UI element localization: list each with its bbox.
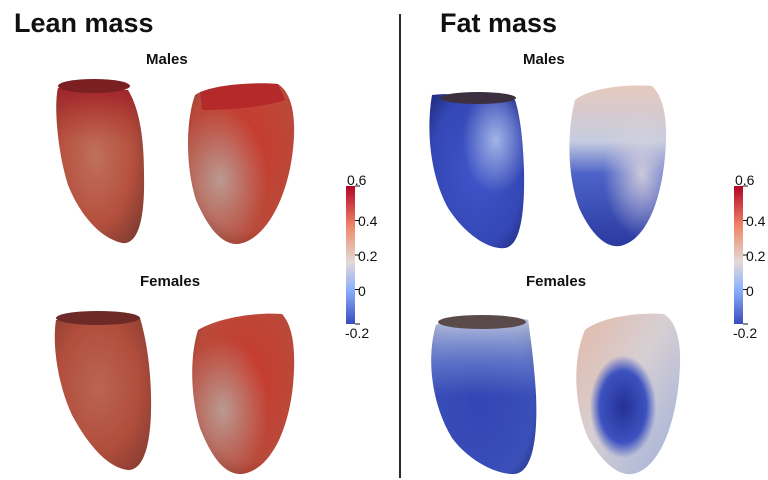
fat-colorbar-tick: -0.2 (733, 325, 758, 341)
lean-females-label: Females (140, 273, 201, 290)
fat-females-label: Females (526, 273, 587, 290)
panel-divider (399, 14, 401, 478)
lean-colorbar-tick: 0 (358, 283, 366, 299)
lean-colorbar (346, 185, 360, 325)
fat-males-label: Males (523, 51, 565, 68)
lean-colorbar-tick: 0.2 (358, 248, 378, 264)
fat-colorbar-tick: 0 (746, 283, 754, 299)
fat-colorbar-tick: 0.2 (746, 248, 766, 264)
fat-mass-title: Fat mass (440, 8, 558, 38)
lean-females-right-view (192, 313, 295, 475)
lean-colorbar-tick: 0.4 (358, 213, 378, 229)
lean-colorbar-tick: -0.2 (345, 325, 370, 341)
lean-males-right-view (188, 83, 295, 245)
fat-colorbar (734, 185, 748, 325)
fat-females-left-view (431, 315, 537, 475)
lean-males-label: Males (146, 51, 188, 68)
fat-colorbar-tick: 0.4 (746, 213, 766, 229)
fat-colorbar-tick: 0.6 (735, 172, 755, 188)
lean-mass-title: Lean mass (14, 8, 154, 38)
fat-males-left-view (429, 92, 525, 249)
fat-females-right-view (576, 313, 681, 475)
fat-males-right-view (569, 85, 667, 247)
lean-males-left-view (56, 79, 145, 244)
lean-females-left-view (54, 311, 152, 470)
lean-colorbar-tick: 0.6 (347, 172, 367, 188)
